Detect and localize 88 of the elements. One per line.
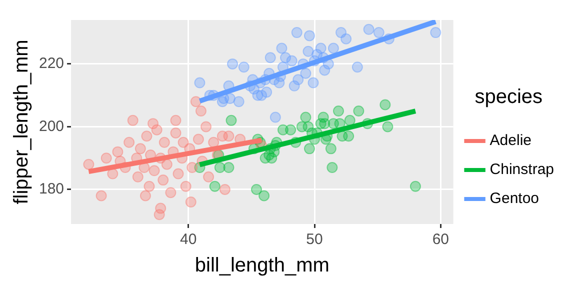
point bbox=[124, 136, 135, 148]
point bbox=[238, 62, 250, 73]
point bbox=[208, 136, 220, 148]
point bbox=[155, 202, 166, 214]
point bbox=[326, 162, 338, 174]
point bbox=[223, 130, 234, 142]
y-tick-label: 220 bbox=[38, 55, 64, 72]
point bbox=[304, 143, 315, 154]
point bbox=[185, 196, 196, 208]
y-tick-label: 180 bbox=[38, 180, 64, 198]
point bbox=[209, 180, 220, 192]
point bbox=[192, 134, 204, 145]
point bbox=[100, 152, 112, 164]
point bbox=[258, 190, 270, 202]
legend-title: species bbox=[474, 86, 543, 108]
point bbox=[180, 180, 192, 192]
y-tick-label: 200 bbox=[38, 118, 64, 135]
x-tick-label: 60 bbox=[432, 231, 450, 248]
point bbox=[134, 143, 146, 154]
point bbox=[382, 121, 394, 132]
point bbox=[410, 180, 421, 192]
point bbox=[219, 184, 230, 195]
point bbox=[170, 114, 182, 126]
point bbox=[132, 171, 144, 182]
point bbox=[276, 42, 288, 54]
point bbox=[315, 42, 326, 54]
point bbox=[140, 190, 151, 202]
point bbox=[186, 162, 198, 174]
point bbox=[325, 143, 336, 154]
point bbox=[83, 158, 94, 170]
legend-label: Gentoo bbox=[490, 190, 540, 208]
point bbox=[308, 77, 319, 88]
point bbox=[300, 112, 312, 123]
point bbox=[328, 42, 339, 54]
point bbox=[286, 55, 298, 66]
point bbox=[250, 184, 262, 195]
point bbox=[380, 99, 391, 110]
point bbox=[352, 62, 363, 73]
point bbox=[214, 162, 226, 174]
point bbox=[227, 58, 238, 70]
point bbox=[291, 27, 302, 38]
point bbox=[200, 121, 212, 132]
point bbox=[112, 146, 124, 158]
point bbox=[302, 46, 314, 57]
point bbox=[148, 118, 159, 130]
point bbox=[304, 30, 315, 42]
point bbox=[194, 77, 206, 88]
point bbox=[203, 171, 214, 182]
point bbox=[190, 96, 202, 108]
point bbox=[319, 118, 330, 130]
point bbox=[158, 174, 169, 186]
point bbox=[264, 52, 276, 64]
x-axis-title: bill_length_mm bbox=[194, 254, 330, 277]
legend-label: Chinstrap bbox=[490, 161, 554, 178]
point bbox=[144, 180, 155, 192]
point bbox=[141, 130, 152, 142]
point bbox=[226, 114, 237, 126]
point bbox=[332, 106, 344, 117]
x-tick-label: 50 bbox=[306, 231, 323, 248]
point bbox=[270, 112, 281, 123]
point bbox=[161, 158, 172, 170]
point bbox=[353, 106, 364, 117]
point bbox=[343, 130, 354, 142]
point bbox=[148, 165, 160, 176]
point bbox=[165, 187, 176, 198]
point bbox=[363, 24, 374, 35]
point bbox=[292, 74, 304, 86]
point bbox=[300, 68, 312, 79]
point bbox=[285, 124, 296, 136]
point bbox=[233, 96, 244, 108]
point bbox=[170, 127, 182, 138]
point bbox=[373, 27, 384, 38]
point bbox=[430, 27, 442, 38]
point bbox=[223, 162, 234, 174]
x-tick-label: 40 bbox=[180, 231, 197, 248]
point bbox=[224, 92, 236, 104]
point bbox=[96, 190, 107, 202]
y-axis-title: flipper_length_mm bbox=[10, 40, 33, 204]
legend-label: Adelie bbox=[490, 132, 532, 150]
point bbox=[256, 90, 268, 101]
point bbox=[107, 168, 118, 180]
point bbox=[340, 33, 352, 44]
point bbox=[195, 106, 206, 117]
point bbox=[158, 136, 170, 148]
point bbox=[172, 168, 184, 180]
point bbox=[344, 114, 356, 126]
point bbox=[127, 114, 138, 126]
point bbox=[178, 136, 189, 148]
